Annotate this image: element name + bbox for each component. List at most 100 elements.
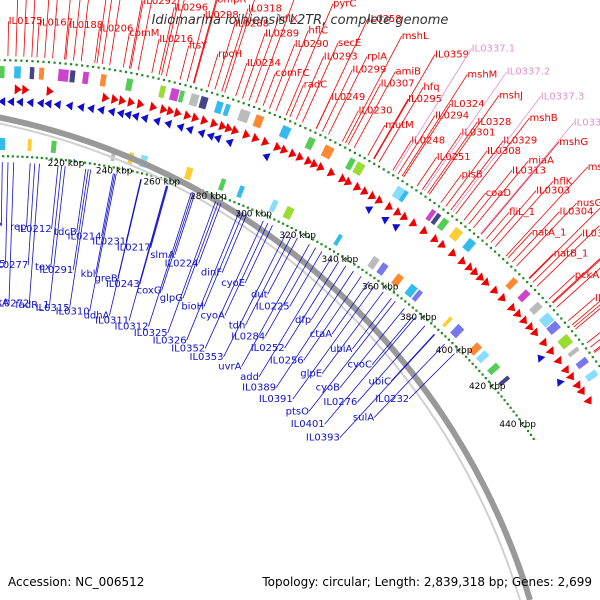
forward-gene-connector [186,14,206,82]
cog-block [158,85,167,99]
inner-dot-ring [273,218,276,221]
inner-dot-ring [357,266,360,269]
outer-dot-ring [273,113,276,117]
forward-gene-connector [529,207,600,279]
outer-dot-ring [485,243,488,246]
inner-dot-ring [408,303,411,306]
forward-gene-connector [480,141,560,235]
forward-cds-arrow [457,256,466,265]
inner-dot-ring [233,201,236,204]
forward-gene-label: IL0299 [352,65,386,76]
forward-cds-arrow [101,92,110,103]
outer-dot-ring [237,100,240,103]
reverse-gene-connector [321,291,384,374]
forward-cds-arrow [506,302,516,312]
inner-dot-ring [404,300,407,303]
forward-gene-connector [214,23,236,90]
reverse-cds-arrow [185,125,194,135]
outer-dot-ring [189,85,192,88]
forward-cds-arrow [583,395,592,405]
reverse-cds-arrow [44,99,52,109]
reverse-gene-connector [27,163,36,266]
reverse-cds-arrow [164,119,173,129]
forward-gene-connector [345,35,403,144]
reverse-gene-label: IL0277 [0,260,28,271]
outer-dot-ring [289,120,292,123]
reverse-gene-connector [50,165,62,268]
forward-gene-label: rpoH [218,49,242,60]
forward-cds-arrow [316,161,325,171]
scale-tick-label: 360 kbp [362,283,399,293]
forward-cds-arrow [437,239,446,248]
forward-cds-arrow [545,346,554,355]
forward-gene-connector [248,18,279,101]
outer-dot-ring [437,205,441,208]
reverse-gene-connector [109,179,142,316]
forward-gene-label: secE [338,38,361,49]
outer-dot-ring [258,107,261,110]
cog-block [462,237,477,253]
cog-block [69,70,76,83]
outer-dot-ring [81,64,84,67]
reverse-cds-arrow [124,110,132,120]
reverse-gene-connector [371,315,414,365]
inner-dot-ring [506,402,509,406]
outer-dot-ring [433,202,436,205]
forward-gene-label: pyrC [333,0,356,10]
outer-dot-ring [124,70,128,74]
pseudo-gene-label: IL0337.2 [507,67,551,78]
inner-dot-ring [35,156,39,159]
inner-dot-ring [369,274,372,277]
inner-dot-ring [487,380,491,383]
forward-gene-label: IL0328 [477,117,511,128]
forward-gene-connector [507,232,533,259]
inner-dot-ring [60,158,63,161]
inner-dot-ring [392,291,395,294]
reverse-gene-connector [373,343,445,418]
inner-dot-ring [50,157,53,160]
reverse-gene-connector [275,270,354,388]
inner-cog-block [333,233,343,247]
reverse-gene-connector [101,173,114,237]
outer-dot-ring [442,208,445,211]
feature-rings [0,59,600,440]
forward-gene-connector [445,150,488,207]
reverse-gene-connector [49,166,66,306]
outer-dot-ring [92,65,95,68]
inner-dot-ring [527,429,530,433]
forward-gene-connector [392,140,412,171]
reverse-cds-arrow [140,114,149,123]
inner-dot-ring [503,399,506,402]
pseudo-gene-connector [452,96,542,212]
forward-cds-arrow [218,120,227,131]
outer-dot-ring [358,154,361,157]
reverse-gene-label: cyoE [221,278,245,289]
inner-dot-ring [74,160,77,163]
outer-dot-ring [510,265,513,268]
outer-dot-ring [31,60,34,63]
forward-cds-arrow [524,321,533,331]
reverse-gene-label: ubiA [330,344,352,355]
outer-dot-ring [59,62,62,65]
reverse-cds-arrow [65,101,73,111]
inner-dot-ring [419,312,422,315]
outer-dot-ring [75,63,78,66]
forward-gene-label: IL0318 [248,4,282,15]
reverse-gene-connector [26,163,31,228]
reverse-gene-connector [95,173,116,274]
forward-gene-connector [532,233,583,283]
reverse-gene-label: kbl [81,269,96,280]
outer-dot-ring [70,63,73,66]
reverse-gene-label: tdcB [54,227,77,238]
forward-gene-label: mshM [467,69,497,80]
inner-dot-ring [345,258,348,261]
inner-dot-ring [242,204,245,207]
outer-dot-ring [232,98,235,101]
forward-gene-connector [403,103,452,178]
reverse-gene-connector [357,325,426,403]
scale-ticks: 220 kbp 240 kbp 260 kbp 280 kbp 300 kbp 320 k… [48,159,537,430]
outer-dot-ring [567,325,570,328]
inner-dot-ring [64,159,67,162]
forward-cds-arrow [429,233,439,243]
inner-dot-ring [122,168,125,171]
